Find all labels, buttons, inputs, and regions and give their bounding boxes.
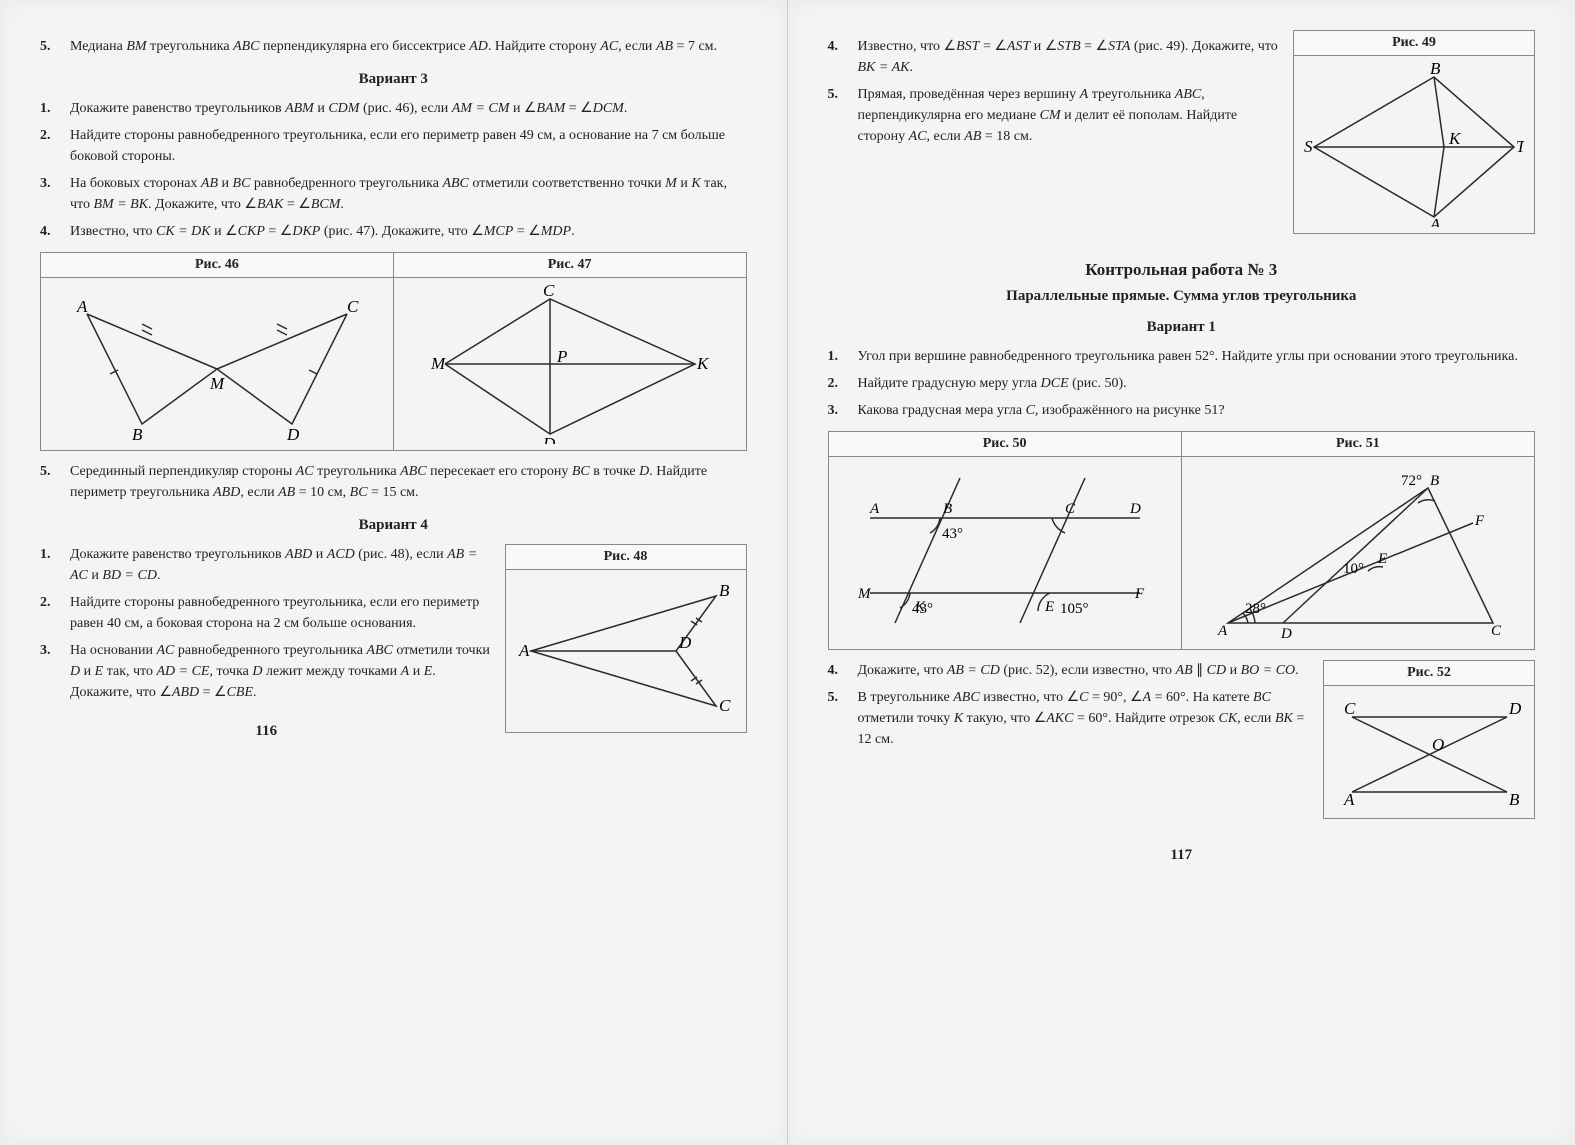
- svg-text:F: F: [1474, 513, 1485, 529]
- svg-text:72°: 72°: [1401, 473, 1422, 489]
- svg-text:P: P: [556, 347, 567, 366]
- figure-52: C D A B O: [1324, 686, 1534, 818]
- figure-row-50-51: Рис. 50 A: [828, 431, 1536, 650]
- svg-text:M: M: [209, 374, 225, 393]
- svg-text:E: E: [1044, 599, 1054, 615]
- svg-text:43°: 43°: [912, 601, 933, 617]
- svg-text:43°: 43°: [942, 526, 963, 542]
- svg-text:K: K: [1448, 129, 1462, 148]
- variant-title: Вариант 4: [40, 517, 747, 534]
- svg-text:O: O: [1432, 735, 1444, 754]
- svg-text:C: C: [1344, 699, 1356, 718]
- svg-text:C: C: [347, 297, 359, 316]
- svg-text:C: C: [1065, 501, 1076, 517]
- svg-text:C: C: [719, 696, 731, 715]
- svg-text:A: A: [76, 297, 88, 316]
- svg-text:M: M: [430, 354, 446, 373]
- svg-text:C: C: [543, 284, 555, 300]
- svg-text:B: B: [1430, 62, 1441, 78]
- svg-text:28°: 28°: [1245, 601, 1266, 617]
- page-number: 117: [828, 847, 1536, 864]
- svg-text:A: A: [518, 641, 530, 660]
- svg-text:D: D: [678, 633, 692, 652]
- figure-50: A B C D M K E F 43° 43° 105°: [829, 457, 1181, 649]
- svg-text:D: D: [542, 434, 556, 444]
- figure-49: S T B A K: [1294, 56, 1534, 233]
- svg-text:B: B: [719, 581, 730, 600]
- svg-text:10°: 10°: [1343, 561, 1364, 577]
- svg-text:S: S: [1304, 137, 1313, 156]
- problem-number: 5.: [40, 36, 70, 57]
- figure-51: A D C B F E 72° 10° 28°: [1182, 457, 1534, 649]
- svg-text:M: M: [857, 586, 872, 602]
- test-title: Контрольная работа № 3: [828, 260, 1536, 280]
- svg-text:B: B: [132, 425, 143, 444]
- svg-text:A: A: [1429, 215, 1441, 227]
- svg-text:D: D: [1129, 501, 1141, 517]
- problem-text: Медиана BM треугольника ABC перпендикуля…: [70, 36, 747, 57]
- svg-text:F: F: [1134, 586, 1145, 602]
- problem: 5. Медиана BM треугольника ABC перпендик…: [40, 36, 747, 57]
- test-subtitle: Параллельные прямые. Сумма углов треугол…: [828, 288, 1536, 305]
- figure-label: Рис. 47: [394, 253, 746, 278]
- svg-text:D: D: [1508, 699, 1522, 718]
- figure-52-box: Рис. 52 CD AB O: [1323, 660, 1535, 819]
- svg-text:B: B: [1509, 790, 1520, 809]
- svg-text:D: D: [1280, 626, 1292, 642]
- figure-row-46-47: Рис. 46 A C B D M: [40, 252, 747, 451]
- figure-46: A C B D M: [41, 278, 393, 450]
- variant-title: Вариант 1: [828, 319, 1536, 336]
- svg-text:105°: 105°: [1060, 601, 1089, 617]
- page-right: Рис. 49 ST BA K 4.Известно, что ∠BST = ∠…: [788, 0, 1575, 1145]
- svg-text:E: E: [1377, 551, 1387, 567]
- figure-47: C D M K P: [394, 278, 746, 450]
- svg-text:A: A: [1217, 623, 1228, 639]
- svg-text:C: C: [1491, 623, 1502, 639]
- figure-label: Рис. 46: [41, 253, 393, 278]
- svg-text:B: B: [943, 501, 952, 517]
- variant-title: Вариант 3: [40, 71, 747, 88]
- svg-text:T: T: [1516, 137, 1524, 156]
- svg-text:D: D: [286, 425, 300, 444]
- svg-text:A: A: [1343, 790, 1355, 809]
- figure-48-box: Рис. 48 A BC D: [505, 544, 747, 733]
- figure-49-box: Рис. 49 ST BA K: [1293, 30, 1535, 234]
- svg-text:B: B: [1430, 473, 1439, 489]
- figure-48: A B C D: [506, 570, 746, 732]
- page-left: 5. Медиана BM треугольника ABC перпендик…: [0, 0, 788, 1145]
- svg-text:K: K: [696, 354, 710, 373]
- svg-text:A: A: [869, 501, 880, 517]
